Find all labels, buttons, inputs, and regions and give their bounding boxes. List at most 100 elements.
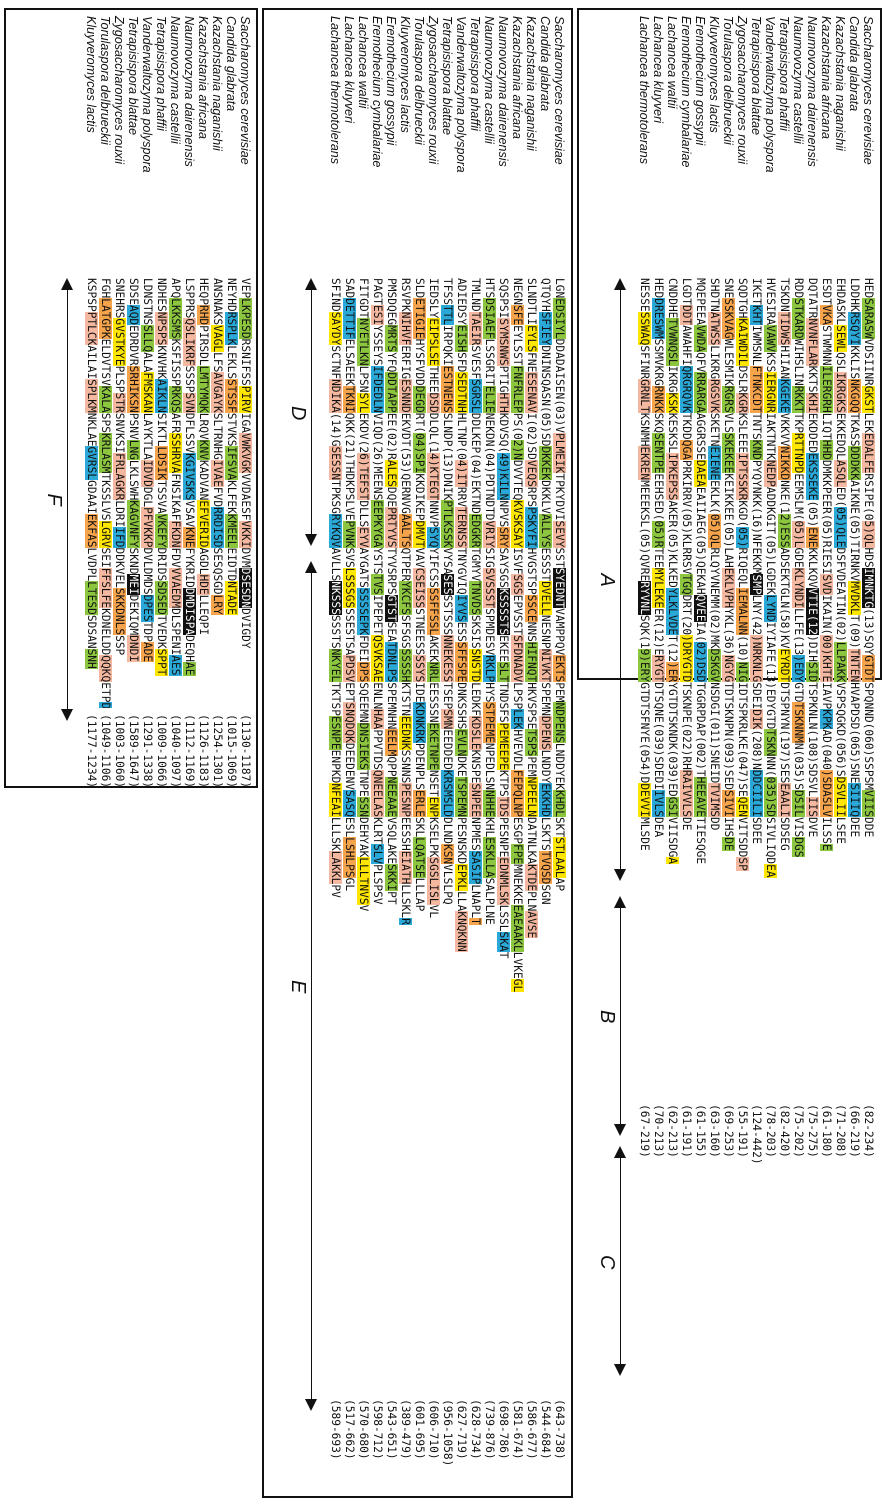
residue-block: TNPE — [357, 769, 370, 797]
residue-block: SSTSSS — [441, 594, 454, 636]
residue-block: RAIVVLS — [680, 769, 693, 817]
species-name: Kazachstania naganishii — [833, 16, 847, 151]
residue-block: KNSPE — [469, 749, 482, 784]
residue-block: KDNKRK — [413, 702, 426, 743]
residue-block: SESQSGD — [211, 547, 224, 595]
residue-block: TSSVA — [155, 480, 168, 514]
residue-block: NNS — [525, 621, 538, 642]
residue-block: KGIT(0 — [764, 507, 777, 548]
sequence: SLNDTLIEYLSFNEESENAVI(02)SDVEQSRPSPSKYFI… — [524, 278, 538, 1393]
residue-block: SST — [553, 547, 566, 568]
sequence: HTSDSIAEFLSSGRITELIENEKDN(04)PDTNDTDVRIY… — [482, 278, 496, 1393]
residue-block: ESL — [343, 817, 356, 838]
residue-block: TDP — [141, 621, 154, 642]
residue-block: DLQL(1 — [427, 412, 440, 454]
residue-block: VIQD — [371, 412, 384, 440]
residue-block: TSKN — [764, 729, 777, 757]
residue-block: SRHIKSN — [127, 365, 140, 413]
residue-block: TKASS — [848, 412, 861, 447]
residue-range: (1291-1338) — [141, 714, 154, 789]
residue-block: LSSGRIT — [483, 338, 496, 386]
residue-block: DMDISPA — [183, 587, 196, 636]
residue-block: RYGT — [652, 655, 665, 683]
residue-block: RKQS — [169, 385, 182, 413]
alignment-row: Kazachstania naganishii SLNDTLIEYLSFNEESE… — [524, 16, 538, 1493]
residue-block: DVVTEQ — [511, 459, 524, 501]
alignment-row: Tetrapisispora phaffii TSKDNTIDWSHIIANKGE… — [777, 16, 791, 1188]
alignment-row: Candida glabrata NEYHDRSPLKLEKLSSTSSFSTVK… — [224, 16, 238, 798]
residue-range: (956-1058) — [441, 1399, 454, 1467]
residue-range: (67-219) — [638, 1104, 651, 1158]
alignment-row: Torulaspora delbrueckii FGHLATGPKELDVTSVK… — [98, 16, 112, 798]
sequence: QTQYHSFIEYDNINSQASN(05)SDDKKEKDKKLVALLYS… — [538, 278, 552, 1393]
residue-block: EYRDT — [778, 648, 791, 683]
residue-block: LNY(42 — [750, 594, 763, 636]
residue-block: SKQ — [652, 412, 665, 433]
segment-label-E: E — [287, 980, 309, 994]
residue-block: VAV — [413, 547, 426, 568]
residue-block: FDV — [169, 547, 182, 568]
residue-block: DNKSSHS — [455, 682, 468, 730]
residue-block: KSNMH — [638, 412, 651, 447]
residue-block: 02)DSD — [694, 641, 707, 683]
residue-block: SEI — [99, 547, 112, 568]
residue-block: )ER — [666, 662, 679, 683]
residue-block: 05)SD — [539, 412, 552, 447]
residue-block: DSVLII — [834, 776, 847, 817]
sequence: IEDSLYEIPSLSETHEEDSDDLQL(14)KTEGTNNVPSYQ… — [426, 278, 440, 1393]
residue-block: KGR — [736, 392, 749, 413]
species-name: Eremothecium gossypii — [693, 16, 707, 146]
residue-block: PSNV — [127, 412, 140, 440]
arrow-head-left-icon — [614, 1146, 626, 1158]
residue-block: (10) — [736, 635, 749, 663]
residue-block: 2)T — [694, 756, 707, 777]
sequence: FITGDTNYETLKNLPSNSYLEKDV(26)TEFSTDLLSEYV… — [356, 278, 370, 1393]
residue-block: SEWL — [834, 325, 847, 353]
residue-block: EEDDED — [441, 729, 454, 770]
alignment-row: Vanderwaltozyma polyspora ADIEDSYEISHSFDS… — [454, 16, 468, 1493]
residue-block: KSSSSTS — [497, 587, 510, 636]
residue-block: DNINS — [539, 345, 552, 380]
residue-block: SSSSEPK — [357, 587, 370, 636]
residue-range: (1112-1169) — [183, 714, 196, 789]
alignment-panel-box-2 — [262, 8, 573, 1498]
residue-range: (71-208) — [834, 1104, 847, 1158]
sequence: VEPLKPESDRSNIFSSPIRVIGAVWKVGKVVDAESFVKKI… — [238, 278, 252, 708]
residue-block: DKKLV — [539, 480, 552, 514]
segment-label-B: B — [596, 1010, 618, 1024]
species-name: Naumovozyma castellii — [482, 16, 496, 144]
sequence: SNESSKVAGWLESMIKRGRSVLSSKEKEEKEIKKEE(05)… — [721, 278, 735, 1098]
sequence: ADIEDSYEISHSFDSEDTNHHLTNP(04)ITRRVTERNSS… — [454, 278, 468, 1393]
residue-block: SYQ — [427, 527, 440, 548]
residue-block: SGRSL — [469, 379, 482, 413]
residue-block: SKETN — [708, 412, 721, 447]
residue-block: KTPS — [497, 769, 510, 797]
residue-block: NIG — [736, 662, 749, 683]
residue-block: SYL — [357, 392, 370, 413]
residue-block: EKTND — [469, 480, 482, 514]
residue-block: AVGAYK — [211, 372, 224, 413]
residue-block: DDKVEL — [113, 547, 126, 588]
sequence: ESDTVKASTWMNNILERGRHLIQTHHDDMKKPEER(05)R… — [819, 278, 833, 1098]
residue-block: )QVRE — [638, 547, 651, 582]
residue-block: EDNMLSK — [497, 857, 510, 905]
species-name: Zygosaccharomyces rouxii — [112, 16, 126, 164]
species-name: Lachancea kluyveri — [651, 16, 665, 124]
residue-block: VKKVV — [778, 412, 791, 447]
residue-block: PSKYFI — [525, 507, 538, 548]
residue-range: (389-479) — [399, 1399, 412, 1460]
residue-block: LGRV — [99, 520, 112, 548]
residue-block: GTD — [792, 682, 805, 703]
residue-block: LRY — [211, 594, 224, 615]
alignment-row: Candida glabrata QTQYHSFIEYDNINSQASN(05)S… — [538, 16, 552, 1493]
residue-block: V(05)KL — [680, 500, 693, 548]
residue-block: SALPLNE — [483, 877, 496, 925]
residue-block: 4)IT — [455, 459, 468, 487]
residue-block: KNVHK — [155, 345, 168, 380]
sequence: NESSESSWAQSFINRGRNLTKSNMHEKRENMEEEKSL(05… — [637, 278, 651, 1098]
residue-block: DATNLKA — [525, 817, 538, 865]
residue-block: FDEI — [357, 635, 370, 663]
residue-block: EEPKYGA — [371, 500, 384, 548]
species-name: Lachancea kluyveri — [342, 16, 356, 124]
residue-block: SSP — [113, 635, 126, 656]
